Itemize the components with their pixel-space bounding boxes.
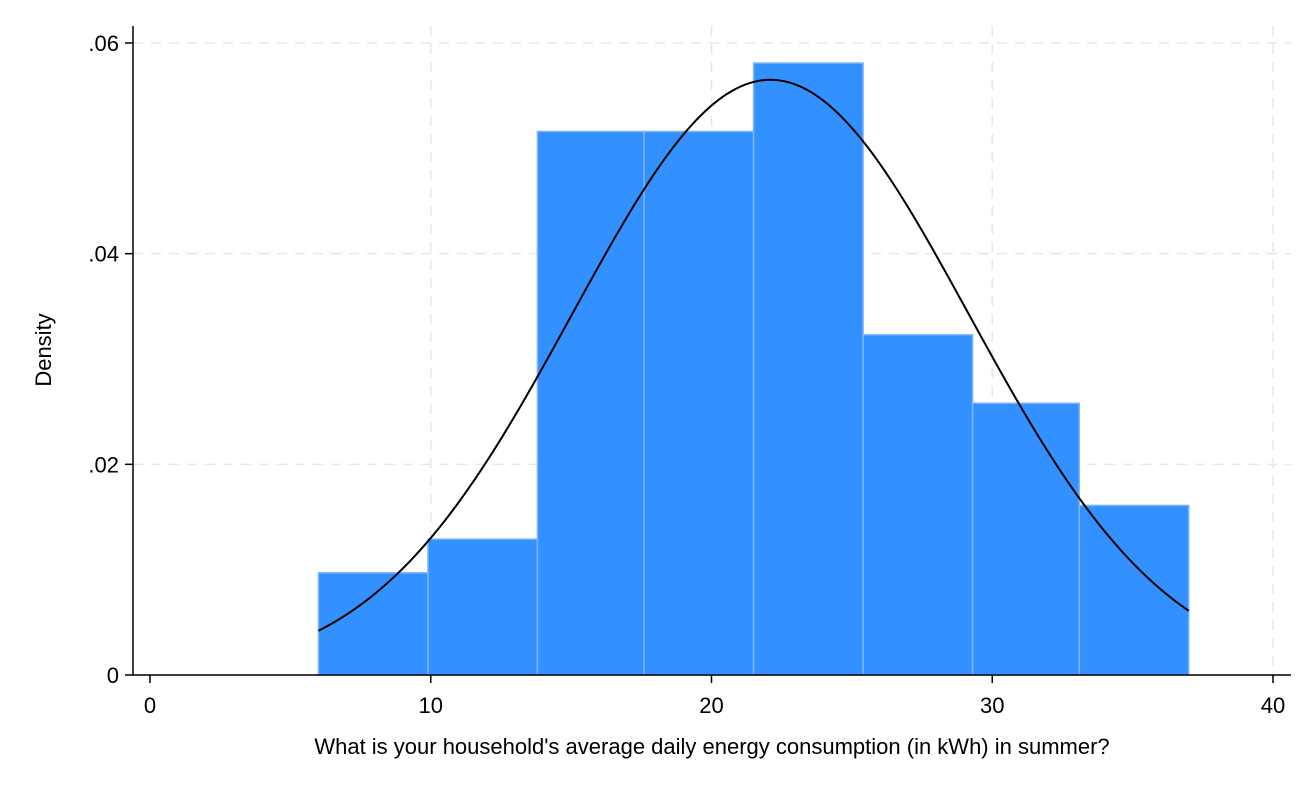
x-tick-label-0: 0 bbox=[144, 693, 156, 718]
y-tick-label-3: .06 bbox=[88, 31, 119, 56]
histogram-bar-7 bbox=[1078, 504, 1190, 676]
histogram-bar-3 bbox=[643, 130, 755, 676]
histogram-bar-6 bbox=[971, 402, 1081, 676]
axes bbox=[125, 26, 1291, 683]
x-tick-label-3: 30 bbox=[980, 693, 1004, 718]
histogram-bars bbox=[317, 62, 1190, 676]
y-tick-label-2: .04 bbox=[88, 242, 119, 267]
histogram-bar-0 bbox=[317, 572, 429, 676]
x-tick-label-4: 40 bbox=[1261, 693, 1285, 718]
y-axis-title: Density bbox=[31, 313, 56, 386]
histogram-bar-2 bbox=[536, 130, 645, 676]
x-tick-label-2: 20 bbox=[699, 693, 723, 718]
y-tick-label-1: .02 bbox=[88, 452, 119, 477]
normal-density-curve-layer bbox=[317, 78, 1190, 632]
x-tick-label-1: 10 bbox=[419, 693, 443, 718]
y-tick-label-0: 0 bbox=[107, 663, 119, 688]
tick-labels: 0 10 20 30 40 0 .02 .04 .06 bbox=[88, 31, 1285, 718]
histogram-bar-1 bbox=[427, 538, 539, 676]
normal-density-curve bbox=[317, 78, 1190, 632]
x-axis-title: What is your household's average daily e… bbox=[314, 734, 1109, 759]
histogram-bar-4 bbox=[752, 62, 864, 676]
histogram-bar-5 bbox=[862, 334, 974, 676]
